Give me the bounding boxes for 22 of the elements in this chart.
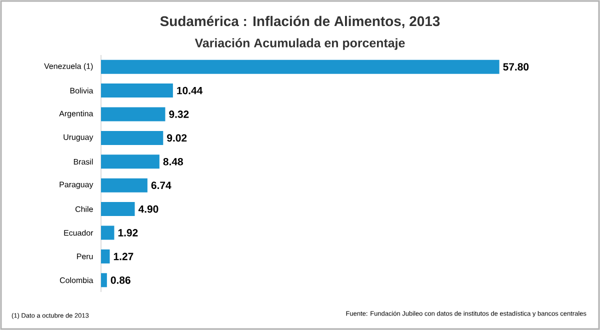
data-label: 57.80 bbox=[503, 63, 529, 71]
data-label: 9.02 bbox=[167, 134, 187, 142]
data-label: 1.92 bbox=[118, 229, 138, 236]
data-label: 9.32 bbox=[169, 110, 189, 118]
bar bbox=[101, 202, 135, 216]
data-label: 0.86 bbox=[110, 276, 130, 284]
data-label: 4.90 bbox=[138, 205, 158, 213]
bar bbox=[101, 226, 114, 240]
data-label: 8.48 bbox=[163, 158, 183, 166]
chart-title: Sudamérica : Inflación de Alimentos, 2013 bbox=[160, 16, 440, 28]
bar bbox=[101, 154, 160, 169]
bar bbox=[101, 178, 148, 192]
bar bbox=[101, 60, 500, 74]
bar bbox=[101, 130, 164, 145]
bar bbox=[101, 107, 166, 122]
chart-subtitle: Variación Acumulada en porcentaje bbox=[194, 38, 405, 50]
data-label: 1.27 bbox=[114, 252, 134, 260]
bar bbox=[101, 84, 173, 98]
bar bbox=[101, 249, 110, 264]
bar bbox=[101, 273, 107, 288]
data-label: 10.44 bbox=[177, 86, 203, 94]
data-label: 6.74 bbox=[151, 182, 172, 190]
